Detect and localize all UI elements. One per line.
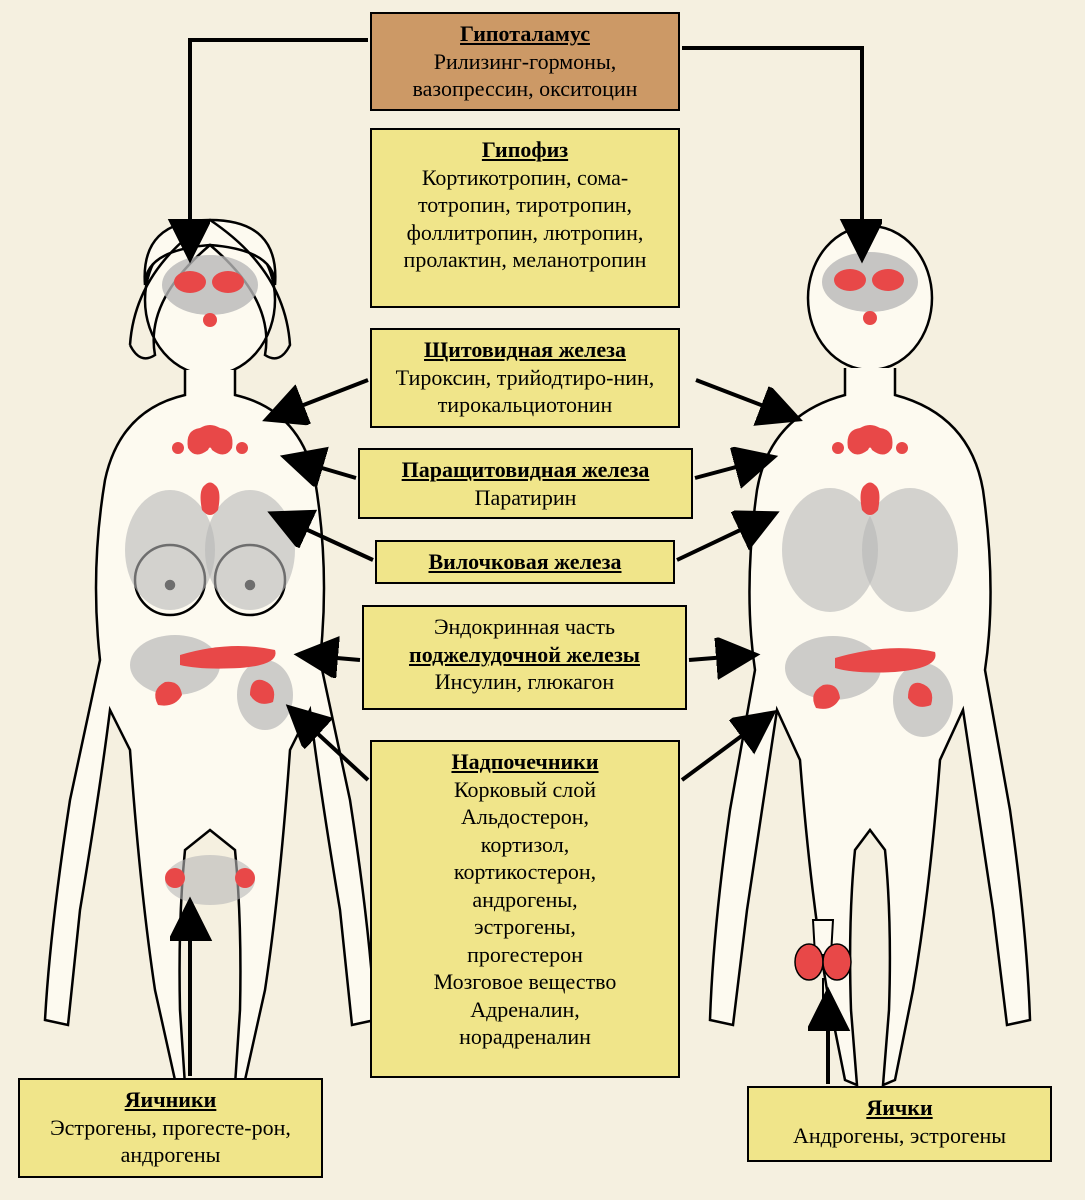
text-ovaries: Эстрогены, прогесте-рон, андрогены [50, 1115, 291, 1168]
box-testes: Яички Андрогены, эстрогены [747, 1086, 1052, 1162]
box-parathyroid: Паращитовидная железа Паратирин [358, 448, 693, 519]
text-pancreas: Инсулин, глюкагон [435, 669, 614, 694]
title-hypothalamus: Гипоталамус [460, 21, 590, 46]
text-testes: Андрогены, эстрогены [793, 1123, 1006, 1148]
title-adrenal: Надпочечники [451, 749, 598, 774]
title-pituitary: Гипофиз [482, 137, 568, 162]
box-thyroid: Щитовидная железа Тироксин, трийодтиро-н… [370, 328, 680, 428]
box-pituitary: Гипофиз Кортикотропин, сома-тотропин, ти… [370, 128, 680, 308]
title-ovaries: Яичники [125, 1087, 217, 1112]
box-hypothalamus: Гипоталамус Рилизинг-гормоны, вазопресси… [370, 12, 680, 111]
box-ovaries: Яичники Эстрогены, прогесте-рон, андроге… [18, 1078, 323, 1178]
title-testes: Яички [866, 1095, 932, 1120]
male-body [695, 190, 1075, 1090]
box-pancreas: Эндокринная часть поджелудочной железы И… [362, 605, 687, 710]
text-pituitary: Кортикотропин, сома-тотропин, тиротропин… [404, 165, 647, 273]
box-thymus: Вилочковая железа [375, 540, 675, 584]
pre-pancreas: Эндокринная часть [434, 614, 615, 639]
box-adrenal: Надпочечники Корковый слойАльдостерон,ко… [370, 740, 680, 1078]
title-thymus: Вилочковая железа [428, 549, 621, 574]
text-hypothalamus: Рилизинг-гормоны, вазопрессин, окситоцин [413, 49, 638, 102]
text-parathyroid: Паратирин [475, 485, 577, 510]
title-pancreas: поджелудочной железы [409, 642, 640, 667]
adrenal-lines: Корковый слойАльдостерон,кортизол,кортик… [382, 776, 668, 1051]
female-body [10, 190, 370, 1090]
text-thyroid: Тироксин, трийодтиро-нин, тирокальциотон… [396, 365, 655, 418]
title-parathyroid: Паращитовидная железа [402, 457, 650, 482]
title-thyroid: Щитовидная железа [424, 337, 626, 362]
